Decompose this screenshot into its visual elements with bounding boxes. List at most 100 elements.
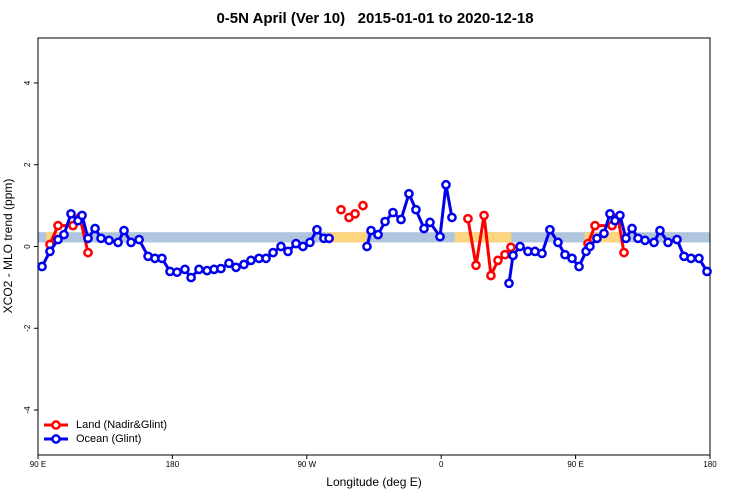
point <box>404 188 414 199</box>
point <box>493 255 503 266</box>
point <box>119 225 129 236</box>
point <box>157 253 167 264</box>
point <box>621 233 631 244</box>
point <box>504 278 514 289</box>
legend-label: Land (Nadir&Glint) <box>76 419 167 431</box>
point <box>268 247 278 258</box>
point <box>305 237 315 248</box>
point <box>134 234 144 245</box>
point <box>172 267 182 278</box>
point <box>113 237 123 248</box>
legend-marker <box>51 420 61 430</box>
point <box>471 260 481 271</box>
point <box>560 249 570 260</box>
point <box>672 234 682 245</box>
point <box>77 210 87 221</box>
point <box>298 241 308 252</box>
x-tick-label: 90 E <box>30 460 46 469</box>
point <box>515 241 525 252</box>
point <box>686 253 696 264</box>
point <box>373 229 383 240</box>
y-tick-label: 0 <box>23 244 32 249</box>
point <box>350 208 360 219</box>
point <box>590 220 600 231</box>
point <box>96 233 106 244</box>
point <box>312 224 322 235</box>
point <box>90 223 100 234</box>
legend-marker <box>51 434 61 444</box>
point <box>425 217 435 228</box>
point <box>83 247 93 258</box>
point <box>486 270 496 281</box>
point <box>649 237 659 248</box>
chart-title: 0-5N April (Ver 10) 2015-01-01 to 2020-1… <box>216 10 533 27</box>
point <box>104 235 114 246</box>
point <box>37 261 47 272</box>
point <box>126 237 136 248</box>
y-tick-label: -2 <box>23 324 32 332</box>
point <box>663 237 673 248</box>
x-tick-label: 180 <box>166 460 180 469</box>
point <box>441 179 451 190</box>
x-tick-label: 180 <box>703 460 717 469</box>
point <box>53 220 63 231</box>
x-tick-label: 90 W <box>297 460 316 469</box>
point <box>500 249 510 260</box>
point <box>396 214 406 225</box>
plot-frame <box>37 37 711 456</box>
point <box>366 225 376 236</box>
point <box>694 253 704 264</box>
x-tick-label: 90 E <box>567 460 583 469</box>
point <box>261 253 271 264</box>
point <box>380 216 390 227</box>
legend-label: Ocean (Glint) <box>76 433 141 445</box>
point <box>83 233 93 244</box>
point <box>479 210 489 221</box>
band-highlight <box>327 232 367 243</box>
y-tick-label: 2 <box>23 162 32 167</box>
point <box>508 250 518 261</box>
point <box>592 233 602 244</box>
point <box>537 248 547 259</box>
point <box>324 233 334 244</box>
point <box>358 200 368 211</box>
point <box>605 208 615 219</box>
point <box>619 247 629 258</box>
point <box>567 253 577 264</box>
point <box>640 235 650 246</box>
point <box>419 223 429 234</box>
y-tick-label: 4 <box>23 80 32 85</box>
point <box>231 262 241 273</box>
point <box>246 255 256 266</box>
y-axis-label: XCO2 - MLO trend (ppm) <box>1 179 15 314</box>
point <box>45 246 55 257</box>
point <box>411 204 421 215</box>
point <box>463 213 473 224</box>
point <box>388 207 398 218</box>
point <box>53 234 63 245</box>
point <box>574 261 584 272</box>
point <box>545 224 555 235</box>
point <box>180 264 190 275</box>
point <box>194 264 204 275</box>
point <box>66 208 76 219</box>
point <box>276 241 286 252</box>
point <box>506 242 516 253</box>
y-tick-label: -4 <box>23 406 32 414</box>
point <box>553 237 563 248</box>
point <box>216 263 226 274</box>
point <box>702 266 712 277</box>
point <box>186 272 196 283</box>
point <box>435 231 445 242</box>
x-tick-label: 0 <box>439 460 444 469</box>
point <box>362 241 372 252</box>
point <box>615 210 625 221</box>
point <box>224 258 234 269</box>
point <box>447 212 457 223</box>
point <box>336 204 346 215</box>
point <box>599 228 609 239</box>
x-axis-label: Longitude (deg E) <box>326 475 421 489</box>
point <box>655 225 665 236</box>
